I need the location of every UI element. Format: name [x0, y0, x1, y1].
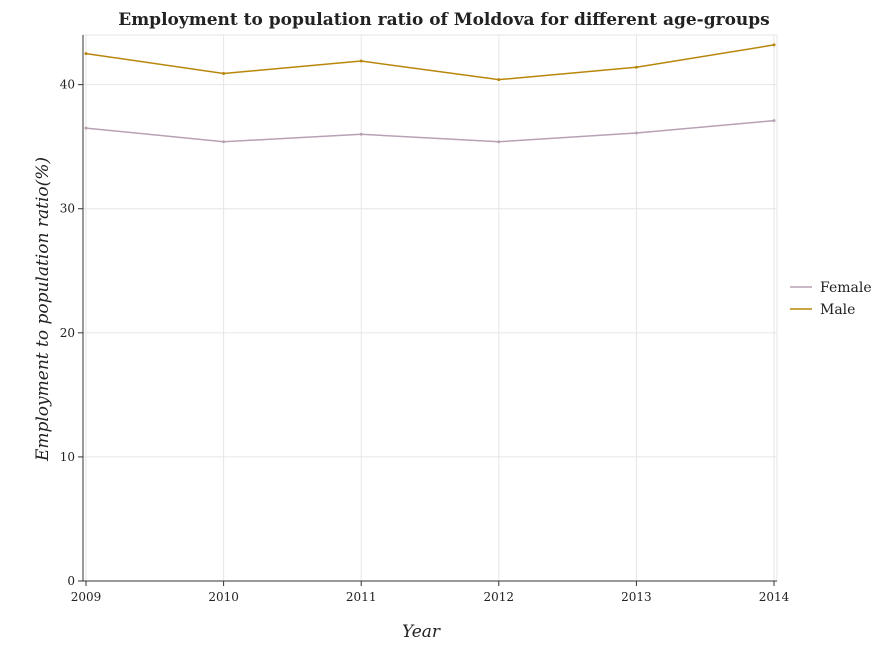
x-tick-label: 2013	[621, 590, 652, 604]
axes: 0 10 20 30 40 2009 2010 2011 2012 2013 2014	[60, 35, 790, 604]
data-point-female	[359, 132, 363, 136]
data-point-female	[497, 140, 501, 144]
data-point-male	[84, 52, 88, 56]
x-tick-label: 2010	[208, 590, 239, 604]
data-point-female	[222, 140, 226, 144]
y-axis-label: Employment to population ratio(%)	[33, 157, 53, 462]
x-tick-label: 2011	[346, 590, 377, 604]
data-point-male	[497, 78, 501, 82]
x-tick-label: 2012	[484, 590, 515, 604]
legend-label-male: Male	[820, 302, 855, 318]
series-line-female	[85, 119, 775, 143]
x-tick-label: 2014	[759, 590, 790, 604]
data-point-male	[634, 65, 638, 69]
plot-area	[82, 34, 778, 582]
data-point-female	[84, 126, 88, 130]
y-tick-label: 40	[60, 78, 75, 92]
data-point-female	[772, 119, 776, 123]
y-tick-label: 20	[60, 326, 75, 340]
y-tick-label: 30	[60, 202, 75, 216]
grid	[82, 34, 778, 582]
x-tick-label: 2009	[71, 590, 102, 604]
series-line-male	[85, 44, 775, 81]
x-axis-label: Year	[402, 622, 441, 642]
data-point-male	[222, 71, 226, 75]
data-point-male	[772, 43, 776, 47]
legend: Female Male	[790, 280, 872, 318]
chart-title: Employment to population ratio of Moldov…	[118, 10, 770, 30]
data-point-female	[634, 131, 638, 135]
y-tick-label: 0	[67, 574, 75, 588]
legend-label-female: Female	[820, 280, 872, 296]
y-tick-label: 10	[60, 450, 75, 464]
data-point-male	[359, 59, 363, 63]
series-layer	[84, 43, 776, 144]
